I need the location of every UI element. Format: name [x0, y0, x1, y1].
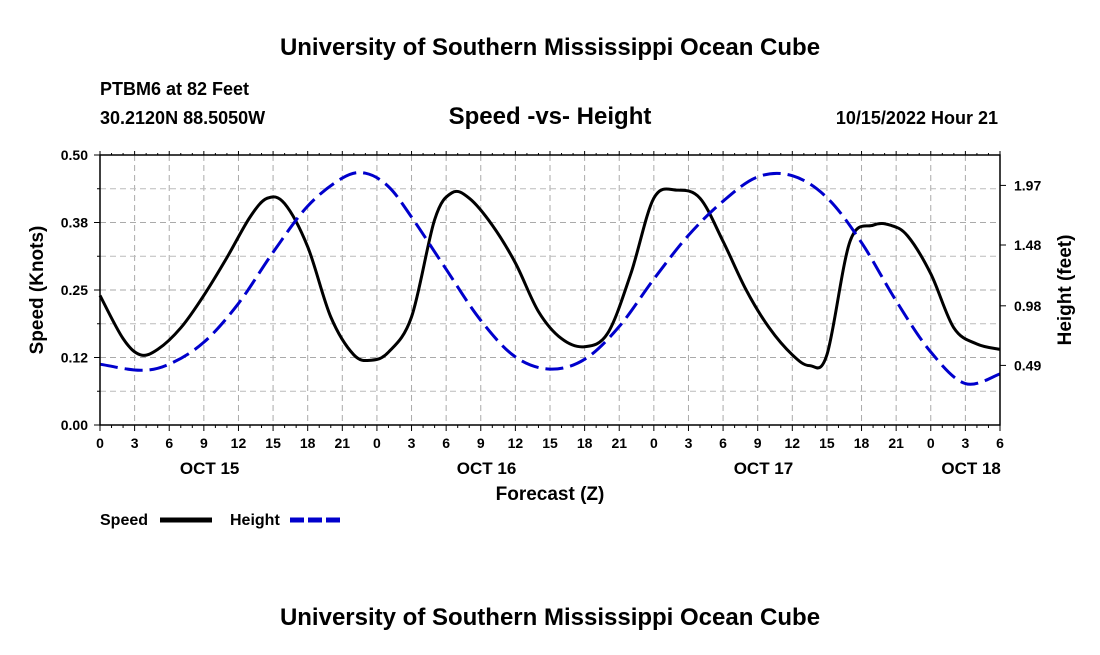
y-left-tick-label: 0.50 [61, 147, 88, 163]
x-tick-label: 21 [611, 435, 627, 451]
x-date-label: OCT 18 [941, 459, 1001, 478]
coordinates-label: 30.2120N 88.5050W [100, 108, 265, 128]
x-tick-label: 3 [408, 435, 416, 451]
x-tick-label: 15 [265, 435, 281, 451]
y-left-tick-label: 0.38 [61, 215, 88, 231]
x-tick-label: 12 [508, 435, 524, 451]
x-tick-label: 9 [754, 435, 762, 451]
legend-speed-label: Speed [100, 512, 148, 529]
x-tick-label: 9 [477, 435, 485, 451]
y-right-tick-label: 1.97 [1014, 177, 1041, 193]
x-tick-label: 9 [200, 435, 208, 451]
x-date-label: OCT 17 [734, 459, 794, 478]
x-tick-label: 12 [785, 435, 801, 451]
x-tick-label: 21 [335, 435, 351, 451]
page-title: University of Southern Mississippi Ocean… [280, 34, 820, 61]
x-tick-label: 15 [542, 435, 558, 451]
y-left-tick-label: 0.12 [61, 350, 88, 366]
y-axis-left-label: Speed (Knots) [27, 226, 48, 355]
x-tick-label: 3 [685, 435, 693, 451]
x-tick-label: 18 [300, 435, 316, 451]
axis-ticks: 0 3 6 9 12 15 18 21 0 3 6 9 12 15 18 21 0 3 6 9 12 15 18 21 0 3 6 0… [61, 147, 1042, 478]
x-date-label: OCT 16 [457, 459, 517, 478]
x-tick-label: 12 [231, 435, 247, 451]
y-left-tick-label: 0.25 [61, 282, 88, 298]
x-tick-label: 6 [719, 435, 727, 451]
x-tick-label: 18 [854, 435, 870, 451]
station-label: PTBM6 at 82 Feet [100, 79, 249, 99]
x-tick-label: 21 [888, 435, 904, 451]
series-line-speed [98, 187, 1001, 370]
chart-subtitle: Speed -vs- Height [449, 103, 652, 130]
x-tick-label: 3 [961, 435, 969, 451]
x-tick-label: 15 [819, 435, 835, 451]
series-line-height [99, 171, 1001, 386]
forecast-datetime: 10/15/2022 Hour 21 [836, 108, 998, 128]
x-tick-label: 0 [373, 435, 381, 451]
legend: Speed Height [100, 512, 342, 529]
y-axis-right-label: Height (feet) [1055, 235, 1076, 346]
x-tick-label: 0 [927, 435, 935, 451]
x-tick-label: 0 [96, 435, 104, 451]
plot-frame [99, 154, 1001, 426]
x-axis-label: Forecast (Z) [496, 484, 605, 505]
x-tick-label: 18 [577, 435, 593, 451]
x-tick-label: 6 [442, 435, 450, 451]
x-tick-label: 6 [996, 435, 1004, 451]
x-date-label: OCT 15 [180, 459, 240, 478]
grid [100, 155, 1000, 425]
legend-height-label: Height [230, 512, 280, 529]
x-tick-label: 3 [131, 435, 139, 451]
y-right-tick-label: 1.48 [1014, 237, 1041, 253]
y-right-tick-label: 0.49 [1014, 357, 1041, 373]
footer-title: University of Southern Mississippi Ocean… [280, 604, 820, 631]
y-right-tick-label: 0.98 [1014, 298, 1041, 314]
x-tick-label: 6 [165, 435, 173, 451]
x-tick-label: 0 [650, 435, 658, 451]
series-group [98, 171, 1001, 386]
y-left-tick-label: 0.00 [61, 417, 88, 433]
